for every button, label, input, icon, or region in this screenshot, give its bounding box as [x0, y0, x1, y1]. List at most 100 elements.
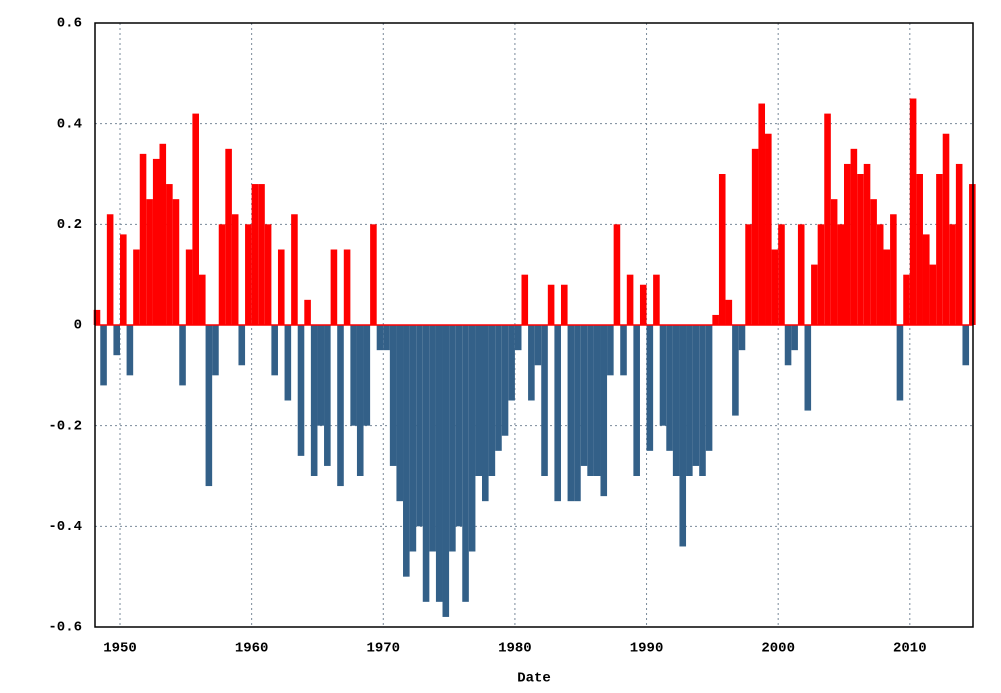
bar	[462, 325, 469, 602]
bar	[126, 325, 134, 376]
bar	[383, 325, 390, 351]
bar	[666, 325, 673, 451]
bar	[403, 325, 410, 577]
bar	[534, 325, 542, 366]
bar	[225, 148, 232, 325]
bar	[890, 214, 897, 325]
y-tick-label: -0.4	[48, 519, 82, 535]
bar	[547, 284, 555, 325]
y-tick-label: -0.6	[48, 620, 82, 636]
y-tick-label: 0	[74, 318, 82, 334]
bar	[593, 325, 601, 476]
bar	[376, 325, 384, 351]
bar	[212, 325, 219, 376]
bar	[541, 325, 548, 476]
bar	[830, 199, 838, 325]
bar	[653, 274, 660, 325]
bar	[672, 325, 680, 476]
bar	[587, 325, 594, 476]
x-tick-label: 1970	[366, 641, 400, 657]
bar	[238, 325, 246, 366]
bar	[620, 325, 627, 376]
bar	[100, 325, 107, 386]
bar	[185, 249, 193, 325]
bar	[152, 158, 160, 325]
bar	[468, 325, 476, 552]
bar	[291, 214, 298, 325]
bar	[251, 184, 259, 325]
bar	[205, 325, 213, 487]
bar	[179, 325, 186, 386]
bar	[422, 325, 430, 602]
bar	[659, 325, 667, 426]
bar	[218, 224, 226, 325]
bar	[198, 274, 206, 325]
bar	[607, 325, 614, 376]
bar	[192, 113, 199, 325]
bar	[475, 325, 483, 476]
bar	[258, 184, 265, 325]
bar	[488, 325, 496, 476]
bar	[389, 325, 397, 466]
bar	[514, 325, 522, 351]
bar	[639, 284, 647, 325]
bar	[363, 325, 371, 426]
bar	[521, 274, 529, 325]
bar	[870, 199, 877, 325]
x-tick-label: 1990	[630, 641, 664, 657]
bar	[896, 325, 904, 401]
bar	[824, 113, 831, 325]
bar	[482, 325, 489, 502]
bar	[876, 224, 884, 325]
bar	[245, 224, 252, 325]
bar	[922, 234, 930, 325]
y-tick-label: 0.2	[57, 217, 82, 233]
y-tick-label: -0.2	[48, 418, 82, 434]
bar	[310, 325, 318, 476]
bar	[264, 224, 272, 325]
bar	[738, 325, 746, 351]
bar	[771, 249, 779, 325]
x-tick-label: 1950	[103, 641, 137, 657]
bar	[850, 148, 858, 325]
bar	[93, 309, 101, 325]
bar	[962, 325, 970, 366]
bar	[304, 299, 311, 325]
bar	[745, 224, 752, 325]
bar	[797, 224, 805, 325]
y-tick-label: 0.6	[57, 16, 82, 32]
x-tick-label: 1980	[498, 641, 532, 657]
bar	[883, 249, 891, 325]
bar	[936, 174, 943, 325]
bar	[455, 325, 463, 527]
bar	[528, 325, 535, 401]
x-axis-label: Date	[517, 671, 551, 687]
bar	[837, 224, 844, 325]
bar	[580, 325, 588, 466]
bar	[778, 224, 785, 325]
bar	[942, 133, 950, 325]
bar	[495, 325, 502, 451]
bar	[350, 325, 357, 426]
bar	[166, 184, 173, 325]
bar	[692, 325, 700, 466]
bar	[929, 264, 937, 325]
bar	[909, 98, 917, 325]
bar	[396, 325, 404, 502]
bar	[370, 224, 377, 325]
bar	[574, 325, 581, 502]
bar	[429, 325, 436, 552]
bar	[560, 284, 568, 325]
bar	[146, 199, 153, 325]
bar	[705, 325, 713, 451]
bar	[758, 103, 766, 326]
bar	[718, 174, 726, 325]
bar	[442, 325, 450, 617]
bar	[633, 325, 640, 476]
bar	[449, 325, 456, 552]
x-tick-label: 2000	[761, 641, 795, 657]
bar	[955, 163, 963, 325]
bar	[277, 249, 285, 325]
bar	[863, 163, 871, 325]
